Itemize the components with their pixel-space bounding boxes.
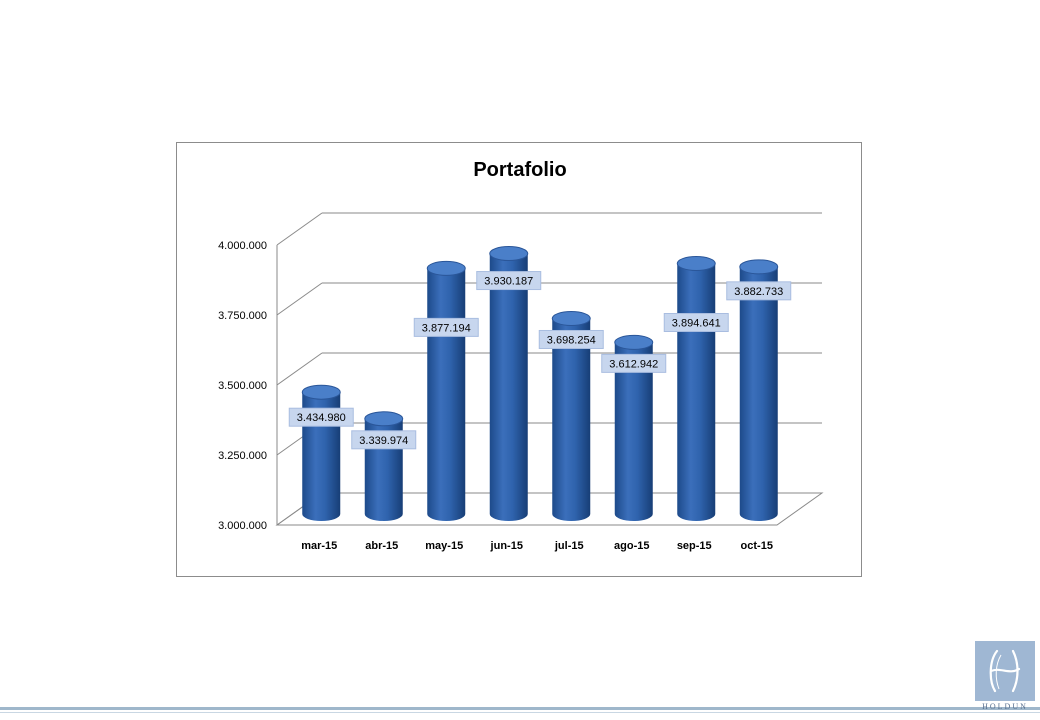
- bar-top-jul-15: [551, 310, 591, 326]
- value-label: 3.894.641: [672, 318, 721, 330]
- gridline-side: [276, 282, 323, 316]
- value-label-box: [663, 313, 729, 333]
- gridline-side: [276, 352, 323, 386]
- x-tick-label: jun-15: [490, 540, 523, 552]
- bar-top-abr-15: [364, 411, 404, 427]
- value-label-box: [726, 281, 792, 301]
- bar-top-ago-15: [614, 334, 654, 350]
- x-tick-label: abr-15: [365, 540, 398, 552]
- bar-oct-15: [739, 266, 778, 521]
- value-label: 3.882.733: [734, 286, 783, 298]
- x-tick-label: jul-15: [554, 540, 584, 552]
- bar-top-may-15: [426, 260, 466, 276]
- value-label: 3.877.194: [422, 322, 471, 334]
- x-tick-label: sep-15: [677, 540, 712, 552]
- logo-text: HOLDUN: [982, 702, 1028, 711]
- y-tick-label: 3.500.000: [218, 380, 267, 392]
- y-tick-label: 3.750.000: [218, 310, 267, 322]
- footer-rule-thin: [0, 712, 1040, 713]
- value-label-box: [538, 329, 604, 349]
- x-tick-label: oct-15: [741, 540, 773, 552]
- value-label-box: [288, 407, 354, 427]
- holdun-logo: HOLDUN: [975, 641, 1035, 716]
- bar-top-mar-15: [301, 384, 341, 400]
- bar-sep-15: [677, 263, 716, 521]
- bar-top-sep-15: [676, 256, 716, 272]
- value-label: 3.930.187: [484, 276, 533, 288]
- x-tick-label: ago-15: [614, 540, 649, 552]
- x-tick-label: may-15: [425, 540, 463, 552]
- x-tick-label: mar-15: [301, 540, 337, 552]
- chart-title: Portafolio: [473, 159, 566, 181]
- value-label: 3.339.974: [359, 435, 408, 447]
- value-label-box: [351, 430, 417, 450]
- footer-rule: [0, 707, 1040, 710]
- y-tick-label: 3.250.000: [218, 450, 267, 462]
- bar-top-oct-15: [739, 259, 779, 275]
- bar-ago-15: [614, 342, 653, 521]
- value-label-box: [413, 317, 479, 337]
- bar-top-jun-15: [489, 246, 529, 262]
- y-tick-label: 4.000.000: [218, 240, 267, 252]
- y-tick-label: 3.000.000: [218, 520, 267, 532]
- portfolio-chart: Portafolio 3.000.000 3.250.000 3.500.000 3.…: [218, 159, 824, 552]
- value-label-box: [601, 353, 667, 373]
- value-label: 3.612.942: [609, 358, 658, 370]
- value-label: 3.434.980: [297, 412, 346, 424]
- gridline-side: [276, 212, 323, 246]
- value-label: 3.698.254: [547, 334, 596, 346]
- bar-jul-15: [552, 318, 591, 521]
- value-label-box: [476, 271, 542, 291]
- chart-frame: Portafolio 3.000.000 3.250.000 3.500.000 3.…: [176, 142, 862, 577]
- logo-mark: [975, 641, 1035, 701]
- bar-jun-15: [489, 253, 528, 521]
- bar-may-15: [427, 268, 466, 521]
